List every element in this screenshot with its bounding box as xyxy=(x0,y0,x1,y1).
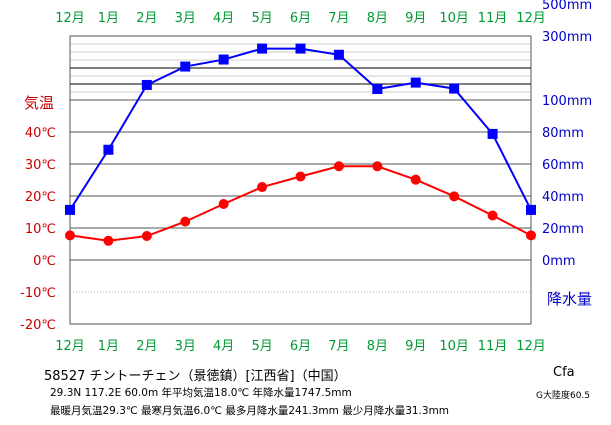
month-label: 6月 xyxy=(290,339,311,354)
temperature-point xyxy=(141,231,152,241)
month-label: 6月 xyxy=(290,11,311,26)
temperature-axis-title: 気温 xyxy=(24,94,54,112)
precipitation-axis-title: 降水量 xyxy=(547,290,592,308)
precipitation-point xyxy=(526,204,536,215)
precipitation-point xyxy=(410,77,421,88)
month-label: 12月 xyxy=(516,339,546,354)
month-label: 3月 xyxy=(175,11,196,26)
month-label: 4月 xyxy=(213,11,234,26)
precipitation-point xyxy=(65,204,75,215)
temperature-tick-label: 20℃ xyxy=(25,190,56,205)
month-label: 9月 xyxy=(405,11,426,26)
precipitation-tick-label: 500mm xyxy=(542,0,592,13)
continentality-index: G大陸度60.5 xyxy=(536,391,591,401)
temperature-point xyxy=(218,199,229,209)
month-label: 7月 xyxy=(328,339,349,354)
month-label: 3月 xyxy=(175,339,196,354)
temperature-point xyxy=(487,210,498,221)
temperature-axis-ticks: 40℃ 30℃ 20℃ 10℃ 0℃ -10℃ -20℃ xyxy=(20,126,56,333)
temperature-tick-label: -20℃ xyxy=(20,318,56,333)
temperature-point xyxy=(333,161,344,172)
temperature-point xyxy=(257,182,268,193)
month-label: 1月 xyxy=(98,11,119,26)
temperature-tick-label: 10℃ xyxy=(25,222,56,237)
precipitation-point xyxy=(295,43,306,54)
month-label: 10月 xyxy=(439,11,469,26)
month-labels-top: 12月 1月 2月 3月 4月 5月 6月 7月 8月 9月 10月 11月 12月 xyxy=(55,11,546,26)
temperature-tick-label: 40℃ xyxy=(25,126,56,141)
temperature-point xyxy=(180,216,191,227)
temperature-point xyxy=(526,230,536,241)
precipitation-point xyxy=(103,144,114,155)
precipitation-tick-label: 300mm xyxy=(542,30,592,45)
month-label: 12月 xyxy=(55,339,85,354)
precipitation-tick-label: 80mm xyxy=(542,126,584,141)
month-label: 2月 xyxy=(136,339,157,354)
koppen-class: Cfa xyxy=(553,365,575,380)
precipitation-point xyxy=(487,128,498,139)
station-info: 58527 チントーチェン（景徳鎮）[江西省]（中国） xyxy=(44,369,347,384)
temperature-point xyxy=(410,174,421,185)
precipitation-tick-label: 40mm xyxy=(542,190,584,205)
station-stats-line1: 29.3N 117.2E 60.0m 年平均気温18.0℃ 年降水量1747.5… xyxy=(50,387,352,399)
month-labels-bottom: 12月 1月 2月 3月 4月 5月 6月 7月 8月 9月 10月 11月 12月 xyxy=(55,339,546,354)
station-stats-line2: 最暖月気温29.3℃ 最寒月気温6.0℃ 最多月降水量241.3mm 最少月降水… xyxy=(50,405,450,417)
month-label: 8月 xyxy=(367,11,388,26)
month-label: 9月 xyxy=(405,339,426,354)
month-label: 5月 xyxy=(251,339,272,354)
month-label: 12月 xyxy=(55,11,85,26)
temperature-tick-label: 30℃ xyxy=(25,158,56,173)
precipitation-line xyxy=(69,47,532,211)
precipitation-point xyxy=(218,54,229,65)
precipitation-point xyxy=(333,49,344,60)
month-label: 11月 xyxy=(478,11,508,26)
temperature-point xyxy=(103,235,114,246)
month-label: 7月 xyxy=(328,11,349,26)
precipitation-point xyxy=(180,61,191,72)
temperature-point xyxy=(295,171,306,182)
precipitation-axis-ticks: 500mm 300mm 100mm 80mm 60mm 40mm 20mm 0mm xyxy=(542,0,592,269)
temperature-tick-label: -10℃ xyxy=(20,286,56,301)
month-label: 11月 xyxy=(478,339,508,354)
precipitation-tick-label: 60mm xyxy=(542,158,584,173)
precipitation-tick-label: 20mm xyxy=(542,222,584,237)
precipitation-tick-label: 100mm xyxy=(542,94,592,109)
month-label: 8月 xyxy=(367,339,388,354)
temperature-series xyxy=(65,161,536,246)
precipitation-tick-label: 0mm xyxy=(542,254,576,269)
temperature-point xyxy=(372,161,383,172)
month-label: 2月 xyxy=(136,11,157,26)
temperature-tick-label: 0℃ xyxy=(33,254,56,269)
precipitation-point xyxy=(372,84,383,95)
month-label: 5月 xyxy=(251,11,272,26)
month-label: 10月 xyxy=(439,339,469,354)
month-label: 12月 xyxy=(516,11,546,26)
month-label: 4月 xyxy=(213,339,234,354)
temperature-point xyxy=(449,191,460,202)
month-label: 1月 xyxy=(98,339,119,354)
precipitation-point xyxy=(449,83,460,94)
precipitation-point xyxy=(141,79,152,90)
precipitation-series xyxy=(65,43,536,215)
precipitation-point xyxy=(257,43,268,54)
temperature-point xyxy=(65,230,75,241)
